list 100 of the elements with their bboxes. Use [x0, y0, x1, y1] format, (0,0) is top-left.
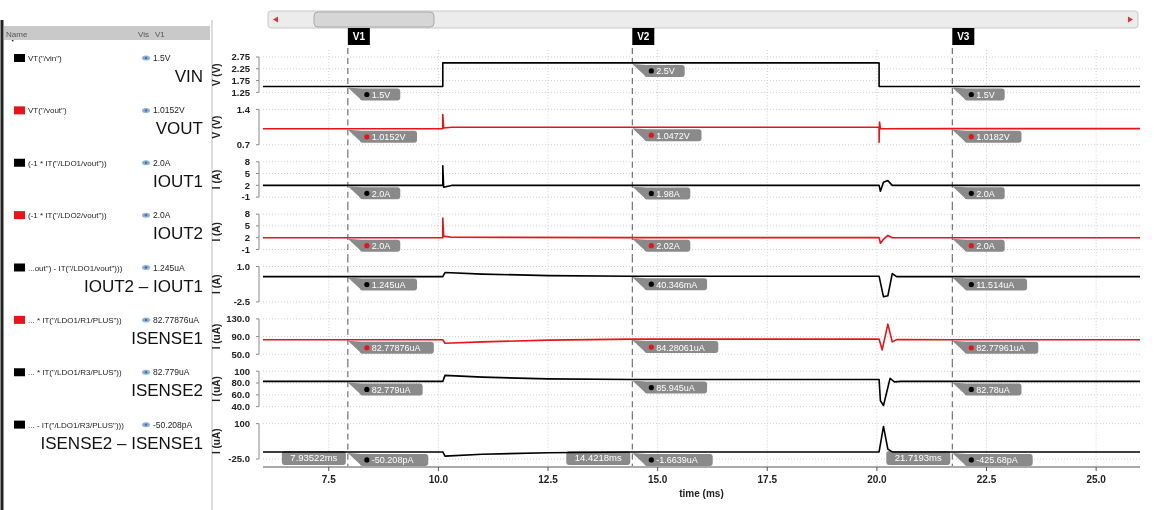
annotation: -425.68pA: [976, 455, 1018, 466]
y-tick-label: 8: [244, 156, 250, 168]
text: 82.77876uA: [153, 314, 200, 325]
callout: 84.28061uA: [632, 340, 719, 354]
annotation: 84.28061uA: [656, 342, 705, 353]
text: ... - IT("/LDO1/R3/PLUS"))): [28, 420, 125, 430]
callout: 2.0A: [952, 238, 1005, 252]
annotation: -1.6639uA: [656, 455, 698, 466]
y-axis-title: I (A): [211, 274, 222, 294]
ref-line-label: 14.4218ms: [574, 452, 623, 463]
y-tick-label: 1.75: [231, 74, 251, 86]
annotation: 1.0182V: [976, 132, 1010, 143]
text: 1.0152V: [153, 105, 185, 116]
annotation: 1.0152V: [371, 132, 406, 143]
y-tick-label: 1.25: [231, 86, 251, 98]
y-tick-label: 0.7: [236, 139, 250, 151]
y-tick-label: 5: [244, 220, 251, 232]
callout: 82.779uA: [347, 382, 423, 396]
text: IOUT2 – IOUT1: [83, 276, 203, 296]
callout: 2.02A: [632, 238, 691, 252]
legend-label: VT("/vin"): [28, 54, 63, 63]
x-axis-title: time (ms): [679, 488, 724, 499]
x-tick-label: 10.0: [428, 474, 449, 485]
x-tick-label: 15.0: [647, 474, 668, 485]
text: Name: [6, 30, 28, 39]
callout: 1.245uA: [347, 277, 418, 291]
line-series: [262, 113, 1141, 144]
y-tick-label: 2: [244, 232, 250, 244]
y-tick-label: -25.0: [228, 453, 250, 465]
ref-line-label: V2: [637, 31, 650, 42]
annotation: 2.0A: [371, 188, 391, 199]
callout: 85.945uA: [632, 380, 708, 394]
annotation: -50.208pA: [371, 455, 414, 466]
y-tick-label: -2.5: [233, 296, 251, 308]
y-axis-title: I (uA): [211, 376, 222, 402]
legend-label: (-1 * IT("/LDO2/vout")): [28, 211, 107, 221]
y-tick-label: 2: [244, 179, 250, 191]
annotation: 2.0A: [371, 241, 391, 252]
text: IOUT2: [152, 224, 203, 244]
callout: 1.5V: [952, 87, 1005, 101]
callout: 40.346mA: [632, 277, 708, 291]
callout: 82.77961uA: [952, 340, 1039, 354]
y-tick-label: 50.0: [231, 348, 250, 360]
annotation: 82.78uA: [976, 384, 1010, 395]
callout: 82.77876uA: [347, 340, 434, 354]
legend-label: (-1 * IT("/LDO1/vout")): [28, 158, 107, 168]
text: IOUT1: [152, 171, 203, 191]
text: V1: [155, 30, 166, 39]
callout: 2.0A: [952, 186, 1005, 200]
y-tick-label: 2.25: [231, 63, 251, 75]
ref-line-label: V1: [352, 31, 366, 42]
y-tick-label: 5: [244, 167, 251, 179]
text: 1.245uA: [153, 262, 185, 273]
annotation: 1.245uA: [371, 280, 406, 291]
y-axis-title: V (V): [211, 115, 222, 139]
legend-label: ...out") - IT("/LDO1/vout"))): [28, 263, 123, 273]
text: 1.5V: [153, 53, 171, 63]
callout: 2.5V: [632, 63, 685, 77]
x-tick-label: 22.5: [976, 474, 997, 485]
y-axis-title: I (uA): [211, 323, 222, 350]
annotation: 1.0472V: [656, 130, 690, 141]
text: 2.0A: [153, 210, 171, 221]
callout: 1.0152V: [347, 129, 418, 143]
text: 2.0A: [153, 157, 171, 168]
y-tick-label: 40.0: [231, 400, 250, 412]
x-tick-label: 12.5: [538, 474, 559, 485]
text: ISENSE2: [131, 381, 203, 401]
y-tick-label: -1: [241, 243, 251, 255]
callout: 82.78uA: [952, 382, 1022, 396]
annotation: 2.0A: [976, 188, 995, 199]
text: -50.208pA: [153, 419, 193, 430]
callout: 1.0472V: [632, 128, 702, 142]
legend-label: VT("/vout"): [28, 106, 67, 116]
annotation: 11.514uA: [976, 280, 1015, 291]
annotation: 2.02A: [656, 241, 680, 252]
y-axis-title: I (A): [211, 222, 222, 242]
y-tick-label: 80.0: [231, 377, 250, 389]
y-tick-label: 2.75: [231, 51, 251, 63]
text: ISENSE1: [131, 328, 203, 348]
x-tick-label: 7.5: [321, 474, 337, 485]
text: VIN: [174, 67, 203, 86]
y-tick-label: 8: [244, 208, 250, 220]
y-tick-label: 1.0: [236, 260, 250, 272]
y-tick-label: -1: [241, 191, 251, 203]
legend-label: ... * IT("/LDO1/R3/PLUS")): [28, 368, 123, 378]
ref-line-label: 21.7193ms: [894, 452, 943, 463]
y-tick-label: 100: [234, 417, 250, 429]
legend-label: ... * IT("/LDO1/R1/PLUS")): [28, 315, 123, 325]
y-axis-title: I (uA): [211, 428, 222, 455]
annotation: 82.779uA: [371, 384, 411, 395]
y-axis-title: V (V): [211, 63, 222, 87]
y-tick-label: 90.0: [231, 330, 250, 342]
y-tick-label: 130.0: [226, 313, 250, 325]
text: Vis: [138, 30, 149, 39]
annotation: 82.77876uA: [371, 343, 421, 354]
y-axis-title: I (A): [211, 169, 222, 190]
line-series: [262, 271, 1141, 298]
x-tick-label: 25.0: [1086, 474, 1107, 485]
annotation: 2.0A: [976, 241, 995, 252]
line-series: [262, 374, 1141, 407]
